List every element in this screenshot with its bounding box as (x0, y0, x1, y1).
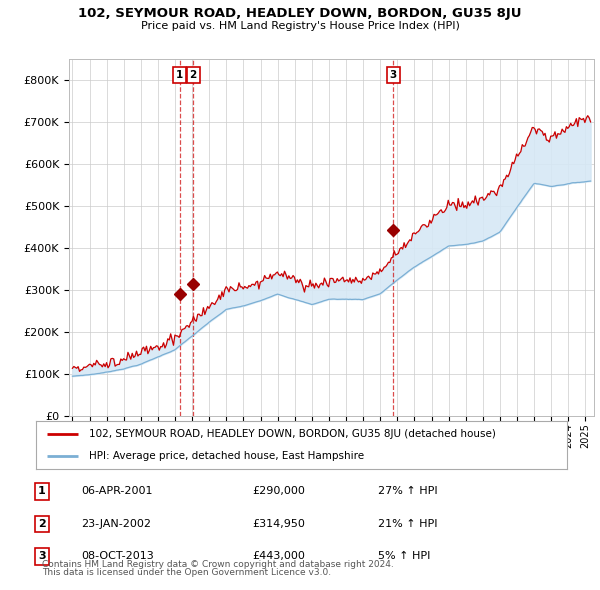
Text: 06-APR-2001: 06-APR-2001 (81, 487, 152, 496)
Text: £290,000: £290,000 (252, 487, 305, 496)
Text: 1: 1 (176, 70, 183, 80)
Text: Contains HM Land Registry data © Crown copyright and database right 2024.: Contains HM Land Registry data © Crown c… (42, 560, 394, 569)
Text: This data is licensed under the Open Government Licence v3.0.: This data is licensed under the Open Gov… (42, 568, 331, 577)
Text: 21% ↑ HPI: 21% ↑ HPI (378, 519, 437, 529)
Text: HPI: Average price, detached house, East Hampshire: HPI: Average price, detached house, East… (89, 451, 364, 461)
Text: 3: 3 (390, 70, 397, 80)
Text: 08-OCT-2013: 08-OCT-2013 (81, 552, 154, 561)
Text: 27% ↑ HPI: 27% ↑ HPI (378, 487, 437, 496)
Text: 102, SEYMOUR ROAD, HEADLEY DOWN, BORDON, GU35 8JU: 102, SEYMOUR ROAD, HEADLEY DOWN, BORDON,… (78, 7, 522, 20)
Text: 23-JAN-2002: 23-JAN-2002 (81, 519, 151, 529)
Text: 2: 2 (190, 70, 197, 80)
Text: 3: 3 (38, 552, 46, 561)
Text: 2: 2 (38, 519, 46, 529)
Text: 5% ↑ HPI: 5% ↑ HPI (378, 552, 430, 561)
Text: 102, SEYMOUR ROAD, HEADLEY DOWN, BORDON, GU35 8JU (detached house): 102, SEYMOUR ROAD, HEADLEY DOWN, BORDON,… (89, 429, 496, 439)
Text: £443,000: £443,000 (252, 552, 305, 561)
Text: Price paid vs. HM Land Registry's House Price Index (HPI): Price paid vs. HM Land Registry's House … (140, 21, 460, 31)
Text: £314,950: £314,950 (252, 519, 305, 529)
Text: 1: 1 (38, 487, 46, 496)
